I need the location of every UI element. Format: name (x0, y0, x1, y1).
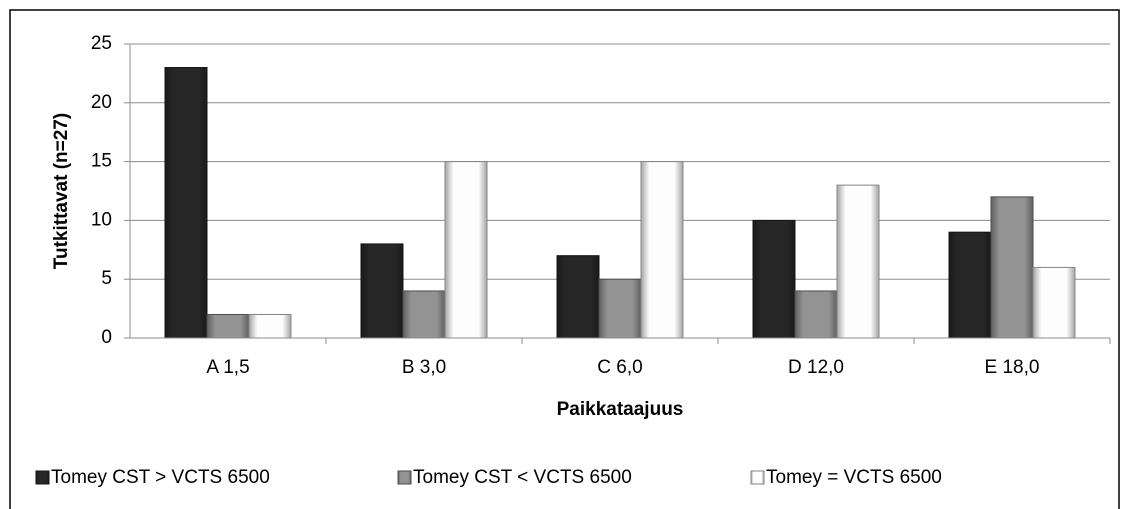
bar (948, 231, 992, 339)
bar (402, 290, 446, 339)
bar (836, 184, 880, 339)
x-tick-label: E 18,0 (985, 357, 1040, 378)
y-tick-label: 15 (91, 151, 112, 172)
x-tick-label: B 3,0 (402, 357, 446, 378)
legend-label: Tomey CST < VCTS 6500 (413, 467, 632, 488)
y-tick-label: 0 (101, 327, 112, 348)
bar (794, 290, 838, 339)
x-tick-label: A 1,5 (206, 357, 249, 378)
bar (556, 255, 600, 339)
bar (640, 161, 684, 339)
bar (990, 196, 1034, 339)
bar (444, 161, 488, 339)
bar (1032, 266, 1076, 339)
bar (248, 313, 292, 339)
x-tick-label: C 6,0 (597, 357, 642, 378)
y-tick-label: 5 (101, 268, 112, 289)
bar (360, 243, 404, 339)
y-axis-title: Tutkittavat (n=27) (51, 113, 72, 269)
legend-swatch (35, 470, 50, 485)
y-tick-label: 20 (91, 92, 112, 113)
bar (752, 219, 796, 339)
bar (206, 313, 250, 339)
y-tick-label: 10 (91, 209, 112, 230)
legend-label: Tomey = VCTS 6500 (766, 467, 942, 488)
legend-label: Tomey CST > VCTS 6500 (51, 467, 270, 488)
legend-swatch (397, 470, 412, 485)
y-tick-label: 25 (91, 33, 112, 54)
bar (598, 278, 642, 339)
bar (164, 67, 208, 339)
x-axis-title: Paikkataajuus (557, 399, 684, 420)
x-tick-label: D 12,0 (788, 357, 844, 378)
legend-swatch (750, 470, 765, 485)
